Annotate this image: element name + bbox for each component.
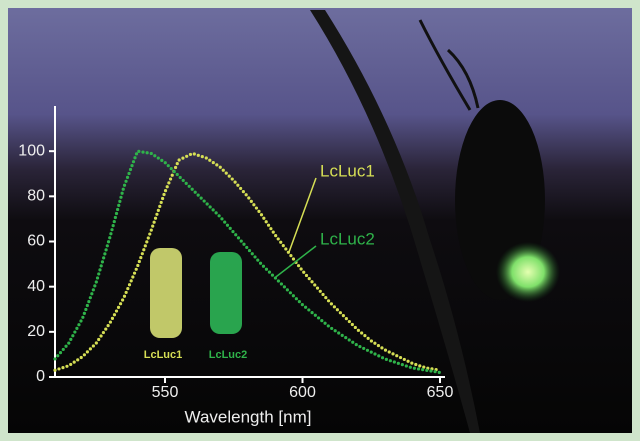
x-axis-label: Wavelength [nm]: [185, 407, 312, 426]
vial-yellow: [150, 248, 182, 338]
y-tick-label: 60: [27, 233, 45, 250]
series-label: LcLuc2: [320, 229, 375, 248]
y-tick-label: 20: [27, 323, 45, 340]
vial-label: LcLuc1: [144, 349, 183, 361]
vial-label: LcLuc2: [209, 349, 248, 361]
x-tick-label: 550: [152, 384, 179, 401]
y-tick-label: 100: [18, 142, 45, 159]
chart: 0 20 40 60 80 100 550 600 650 LcLuc1 LcLuc2 LcLuc1…: [0, 0, 640, 441]
series-label: LcLuc1: [320, 161, 375, 180]
x-tick-label: 650: [427, 384, 454, 401]
x-tick-label: 600: [289, 384, 316, 401]
y-tick-label: 40: [27, 278, 45, 295]
vial-green: [210, 252, 242, 334]
y-tick-label: 0: [36, 368, 45, 385]
firefly-lantern: [496, 242, 560, 302]
y-tick-label: 80: [27, 188, 45, 205]
